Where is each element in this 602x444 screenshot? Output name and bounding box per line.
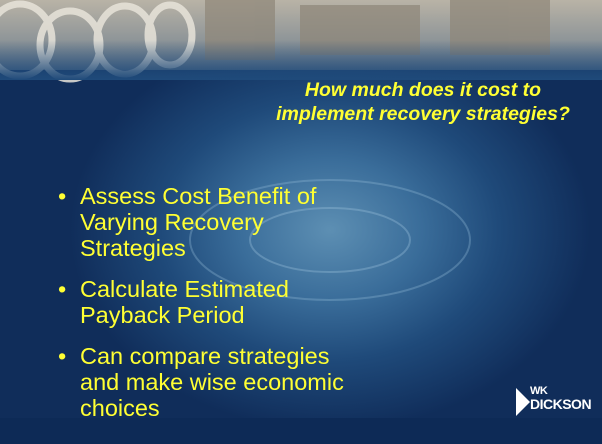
bullet: Assess Cost Benefit of Varying Recovery … — [56, 183, 346, 261]
bullet-list: Assess Cost Benefit of Varying Recovery … — [56, 183, 346, 436]
bullet: Can compare strategies and make wise eco… — [56, 343, 346, 421]
slide-title: How much does it cost to implement recov… — [262, 78, 584, 126]
logo-bottom: DICKSON — [530, 396, 591, 412]
slide: How much does it cost to implement recov… — [0, 0, 602, 444]
bullet: Calculate Estimated Payback Period — [56, 276, 380, 328]
